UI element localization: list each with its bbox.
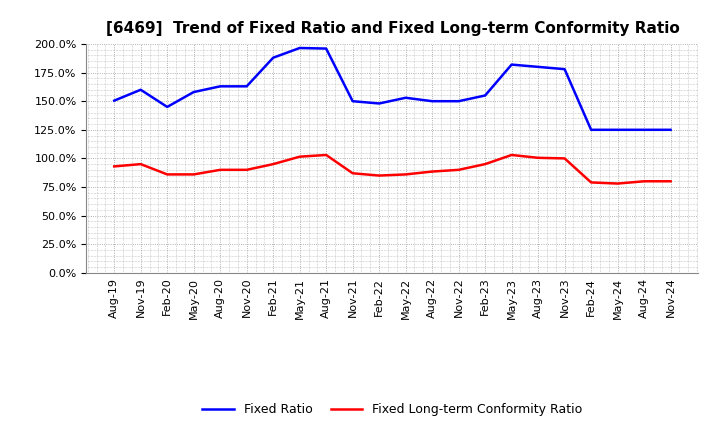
Fixed Ratio: [295, 45, 304, 51]
Fixed Long-term Conformity Ratio: [163, 172, 171, 177]
Fixed Long-term Conformity Ratio: [375, 173, 384, 178]
Fixed Long-term Conformity Ratio: [269, 161, 277, 167]
Fixed Long-term Conformity Ratio: [216, 167, 225, 172]
Fixed Long-term Conformity Ratio: [136, 161, 145, 167]
Fixed Ratio: [163, 104, 171, 110]
Fixed Long-term Conformity Ratio: [560, 156, 569, 161]
Fixed Long-term Conformity Ratio: [243, 167, 251, 172]
Fixed Long-term Conformity Ratio: [189, 172, 198, 177]
Fixed Long-term Conformity Ratio: [587, 180, 595, 185]
Fixed Ratio: [243, 84, 251, 89]
Fixed Ratio: [534, 64, 542, 70]
Fixed Ratio: [481, 93, 490, 98]
Fixed Ratio: [136, 87, 145, 92]
Fixed Ratio: [613, 127, 622, 132]
Fixed Long-term Conformity Ratio: [666, 179, 675, 184]
Line: Fixed Ratio: Fixed Ratio: [114, 48, 670, 130]
Fixed Long-term Conformity Ratio: [295, 154, 304, 159]
Line: Fixed Long-term Conformity Ratio: Fixed Long-term Conformity Ratio: [114, 155, 670, 183]
Fixed Long-term Conformity Ratio: [428, 169, 436, 174]
Fixed Ratio: [375, 101, 384, 106]
Fixed Long-term Conformity Ratio: [481, 161, 490, 167]
Fixed Ratio: [508, 62, 516, 67]
Title: [6469]  Trend of Fixed Ratio and Fixed Long-term Conformity Ratio: [6469] Trend of Fixed Ratio and Fixed Lo…: [106, 21, 679, 36]
Fixed Ratio: [110, 98, 119, 103]
Fixed Ratio: [560, 66, 569, 72]
Fixed Long-term Conformity Ratio: [613, 181, 622, 186]
Fixed Long-term Conformity Ratio: [454, 167, 463, 172]
Fixed Long-term Conformity Ratio: [401, 172, 410, 177]
Fixed Long-term Conformity Ratio: [640, 179, 649, 184]
Fixed Long-term Conformity Ratio: [534, 155, 542, 161]
Fixed Ratio: [348, 99, 357, 104]
Fixed Ratio: [401, 95, 410, 100]
Legend: Fixed Ratio, Fixed Long-term Conformity Ratio: Fixed Ratio, Fixed Long-term Conformity …: [197, 398, 588, 421]
Fixed Long-term Conformity Ratio: [110, 164, 119, 169]
Fixed Long-term Conformity Ratio: [322, 152, 330, 158]
Fixed Long-term Conformity Ratio: [508, 152, 516, 158]
Fixed Ratio: [322, 46, 330, 51]
Fixed Ratio: [428, 99, 436, 104]
Fixed Ratio: [269, 55, 277, 60]
Fixed Long-term Conformity Ratio: [348, 171, 357, 176]
Fixed Ratio: [454, 99, 463, 104]
Fixed Ratio: [666, 127, 675, 132]
Fixed Ratio: [640, 127, 649, 132]
Fixed Ratio: [587, 127, 595, 132]
Fixed Ratio: [216, 84, 225, 89]
Fixed Ratio: [189, 89, 198, 95]
